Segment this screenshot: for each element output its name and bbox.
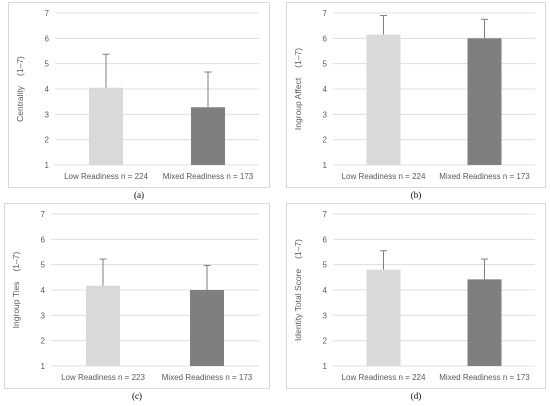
chart-frame-a: 1 2 3 4 5 6 7 Centrality (1–7) Low Readiness n = … <box>8 2 270 188</box>
bar-low-readiness <box>89 87 123 165</box>
y-tick-label: 7 <box>323 9 328 18</box>
y-tick-label: 5 <box>45 60 50 69</box>
y-tick-label: 1 <box>41 362 46 371</box>
y-tick-label: 1 <box>323 362 328 371</box>
panel-label-b: (b) <box>410 190 422 200</box>
bar-low-readiness <box>366 269 401 366</box>
y-tick-label: 6 <box>45 34 50 43</box>
bar-mixed-readiness <box>190 290 224 366</box>
y-axis-label-text: Centrality <box>15 85 25 122</box>
y-axis-range-text: (1–7) <box>293 48 303 68</box>
panel-label-d: (d) <box>410 391 422 401</box>
y-tick-label: 2 <box>323 337 328 346</box>
y-tick-label: 6 <box>41 235 46 244</box>
y-tick-label: 1 <box>45 161 50 170</box>
bar-mixed-readiness <box>467 38 502 166</box>
y-tick-label: 6 <box>323 34 328 43</box>
y-axis-range-text: (1–7) <box>293 239 303 259</box>
chart-d: 1 2 3 4 5 6 7 Identity Total Score (1–7) Low Read… <box>293 210 535 382</box>
x-category-label: Mixed Readiness n = 173 <box>439 172 530 181</box>
x-category-label: Mixed Readiness n = 173 <box>162 373 253 382</box>
x-category-label: Mixed Readiness n = 173 <box>163 172 254 181</box>
bar-low-readiness <box>366 34 401 166</box>
y-axis-label-text: Ingroup Ties <box>11 282 21 329</box>
y-tick-label: 4 <box>323 286 328 295</box>
y-tick-label: 2 <box>45 136 50 145</box>
y-tick-label: 4 <box>45 85 50 94</box>
y-axis-label: Centrality (1–7) <box>15 56 25 122</box>
chart-b: 1 2 3 4 5 6 7 Ingroup Affect (1–7) Low Readiness … <box>293 9 535 181</box>
x-category-label: Mixed Readiness n = 173 <box>439 373 530 382</box>
y-tick-label: 2 <box>323 136 328 145</box>
y-tick-label: 7 <box>45 9 50 18</box>
chart-frame-d: 1 2 3 4 5 6 7 Identity Total Score (1–7) Low Read… <box>286 203 546 389</box>
y-tick-label: 7 <box>41 210 46 219</box>
chart-a: 1 2 3 4 5 6 7 Centrality (1–7) Low Readiness n = … <box>15 9 259 181</box>
y-tick-label: 6 <box>323 235 328 244</box>
y-axis-range-text: (1–7) <box>15 56 25 76</box>
y-tick-label: 1 <box>323 161 328 170</box>
y-axis-label: Ingroup Affect (1–7) <box>293 48 303 130</box>
y-tick-label: 4 <box>323 85 328 94</box>
y-tick-label: 4 <box>41 286 46 295</box>
x-category-label: Low Readiness n = 223 <box>61 373 145 382</box>
y-tick-label: 3 <box>323 110 328 119</box>
y-axis-label: Identity Total Score (1–7) <box>293 239 303 341</box>
bar-mixed-readiness <box>467 279 502 366</box>
y-axis-range-text: (1–7) <box>11 252 21 272</box>
bar-mixed-readiness <box>191 107 225 165</box>
panel-label-a: (a) <box>134 190 144 200</box>
chart-frame-c: 1 2 3 4 5 6 7 Ingroup Ties (1–7) Low Readiness n … <box>4 203 270 389</box>
y-tick-label: 3 <box>323 311 328 320</box>
y-axis-label-text: Identity Total Score <box>293 269 303 341</box>
y-axis-label: Ingroup Ties (1–7) <box>11 252 21 329</box>
y-tick-label: 3 <box>41 311 46 320</box>
x-category-label: Low Readiness n = 224 <box>342 172 426 181</box>
y-tick-label: 2 <box>41 337 46 346</box>
y-tick-label: 5 <box>41 261 46 270</box>
y-tick-label: 5 <box>323 261 328 270</box>
y-axis-label-text: Ingroup Affect <box>293 77 303 130</box>
chart-c: 1 2 3 4 5 6 7 Ingroup Ties (1–7) Low Readiness n … <box>11 210 259 382</box>
y-tick-label: 5 <box>323 60 328 69</box>
chart-frame-b: 1 2 3 4 5 6 7 Ingroup Affect (1–7) Low Readiness … <box>286 2 546 188</box>
x-category-label: Low Readiness n = 224 <box>64 172 148 181</box>
y-tick-label: 7 <box>323 210 328 219</box>
y-tick-label: 3 <box>45 110 50 119</box>
panel-label-c: (c) <box>132 391 142 401</box>
x-category-label: Low Readiness n = 224 <box>342 373 426 382</box>
bar-low-readiness <box>86 285 120 366</box>
